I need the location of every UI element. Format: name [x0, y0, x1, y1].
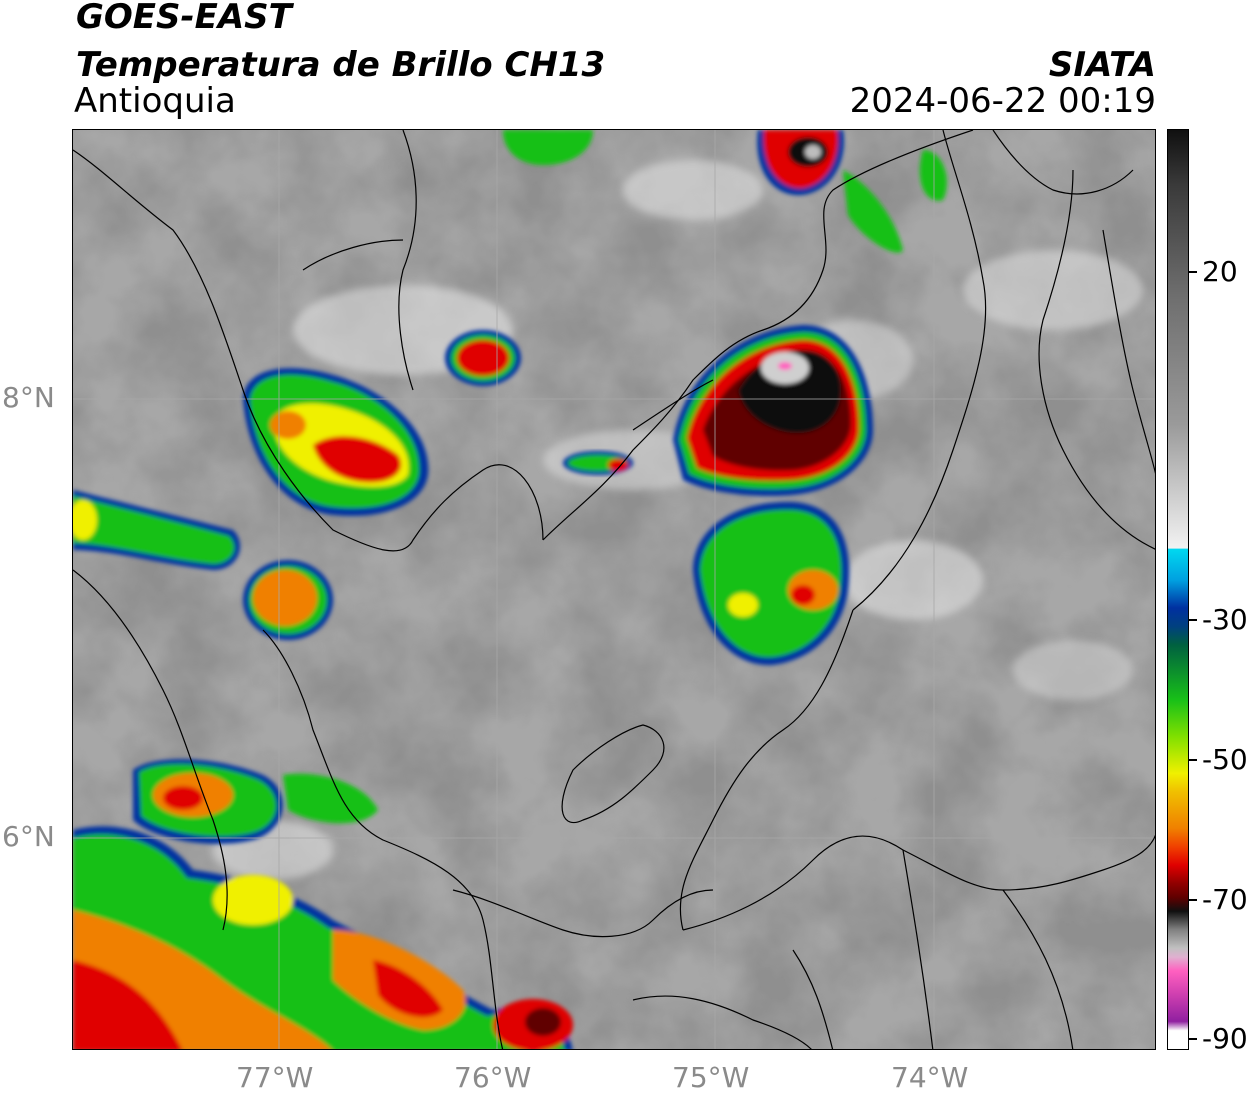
lat-label-6n: 6°N — [2, 820, 55, 853]
colorbar — [1167, 129, 1189, 1050]
satellite-title: GOES-EAST — [76, 0, 292, 37]
storm-cell-southwest-round — [243, 560, 333, 640]
colorbar-tick — [1189, 759, 1197, 761]
lon-label-77w: 77°W — [236, 1061, 314, 1094]
colorbar-label: -30 — [1202, 603, 1248, 636]
graticule — [73, 130, 1155, 1049]
colorbar-label: -90 — [1202, 1022, 1248, 1055]
colorbar-label: 20 — [1202, 255, 1238, 288]
storm-band-west — [73, 490, 241, 570]
colorbar-label: -70 — [1202, 883, 1248, 916]
storm-complex-south — [73, 826, 573, 1049]
storm-cell-small-north — [445, 330, 521, 386]
satellite-map — [72, 129, 1156, 1050]
region-label: Antioquia — [74, 81, 236, 121]
storm-cell-northeast — [673, 325, 873, 497]
storm-cell-north — [503, 130, 947, 253]
colorbar-tick — [1189, 1038, 1197, 1040]
colorbar-tick — [1189, 271, 1197, 273]
storm-cell-small-center — [563, 451, 633, 475]
colorbar-label: -50 — [1202, 743, 1248, 776]
datetime-label: 2024-06-22 00:19 — [849, 81, 1156, 121]
lon-label-74w: 74°W — [891, 1061, 969, 1094]
product-title: Temperatura de Brillo CH13 — [76, 45, 606, 85]
map-canvas — [73, 130, 1155, 1049]
colorbar-tick — [1189, 899, 1197, 901]
storm-cell-east-central — [693, 501, 850, 666]
administrative-boundaries — [73, 130, 1155, 1049]
agency-label: SIATA — [1048, 45, 1156, 85]
colorbar-tick — [1189, 619, 1197, 621]
lon-label-76w: 76°W — [454, 1061, 532, 1094]
lat-label-8n: 8°N — [2, 381, 55, 414]
storm-cell-southwest-coast — [133, 759, 378, 844]
lon-label-75w: 75°W — [672, 1061, 750, 1094]
